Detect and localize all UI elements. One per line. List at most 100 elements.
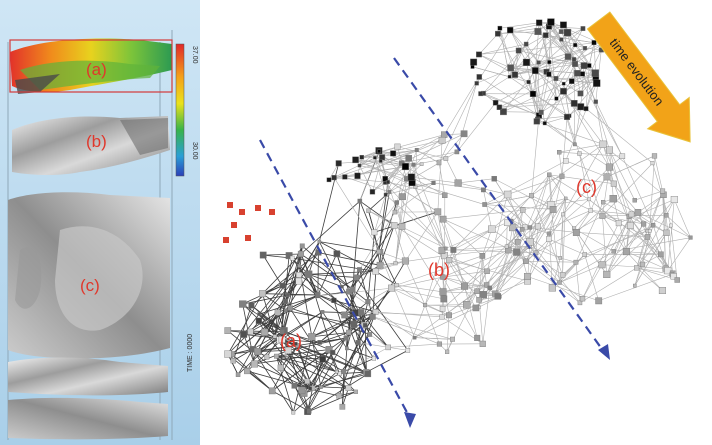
graph-edge: [312, 352, 334, 389]
graph-node: [507, 64, 515, 72]
graph-node: [376, 261, 384, 269]
graph-edge: [311, 311, 376, 338]
graph-node: [272, 334, 277, 339]
graph-edge: [544, 116, 568, 124]
graph-node: [264, 354, 270, 360]
arrowhead-icon: [598, 344, 610, 360]
graph-node: [254, 348, 262, 356]
graph-edge: [364, 325, 389, 348]
dashed-arrow: [393, 57, 605, 353]
graph-edge: [411, 177, 443, 251]
graph-edge: [563, 77, 596, 92]
graph-edge: [575, 202, 604, 263]
graph-edge: [576, 232, 585, 255]
graph-node: [394, 200, 399, 205]
graph-edge: [482, 229, 492, 256]
graph-edge: [565, 83, 597, 161]
graph-edge: [549, 61, 576, 65]
graph-edge: [606, 225, 631, 275]
graph-edge: [348, 277, 357, 333]
graph-edge: [285, 301, 324, 360]
graph-edge: [503, 83, 564, 113]
graph-node: [278, 336, 286, 343]
graph-edge: [529, 176, 563, 242]
colorbar-max-label: 37.00: [191, 46, 198, 64]
graph-node: [304, 378, 310, 385]
graph-edge: [252, 348, 294, 413]
graph-label-b: (b): [428, 260, 450, 280]
graph-edge: [366, 349, 409, 373]
graph-node: [558, 29, 564, 35]
graph-node: [306, 409, 312, 414]
graph-edge: [443, 209, 523, 220]
graph-node: [434, 208, 442, 216]
graph-node: [522, 58, 531, 66]
graph-edge: [411, 176, 459, 184]
graph-edge: [647, 236, 662, 255]
graph-node: [259, 251, 267, 259]
graph-edge: [548, 238, 563, 275]
graph-node: [377, 149, 381, 154]
graph-edge: [258, 320, 330, 350]
graph-node: [496, 104, 503, 111]
graph-node: [470, 58, 478, 66]
graph-node: [611, 249, 616, 254]
graph-edge: [548, 176, 563, 234]
graph-edge: [562, 198, 567, 215]
graph-edge: [391, 287, 450, 316]
graph-edge: [374, 157, 386, 195]
graph-node: [497, 25, 503, 31]
graph-node: [542, 32, 549, 38]
graph-node: [561, 81, 566, 86]
graph-node: [557, 280, 562, 285]
graph-node: [279, 282, 286, 289]
volume-render-canvas: 37.00 30.00 TIME : 0000 (a) (b) (c): [0, 0, 212, 445]
graph-node: [259, 290, 266, 298]
graph-edge: [438, 133, 465, 164]
graph-edge: [602, 144, 632, 215]
graph-node: [359, 154, 365, 160]
graph-node: [476, 297, 482, 303]
graph-node: [587, 197, 591, 202]
graph-node: [319, 355, 326, 363]
graph-node: [412, 335, 417, 340]
graph-edge: [396, 284, 444, 293]
graph-node: [603, 173, 611, 181]
graph-edge: [525, 43, 539, 63]
graph-edge: [448, 259, 480, 301]
graph-edge: [257, 311, 323, 352]
graph-node: [248, 302, 255, 309]
graph-edge: [567, 43, 603, 57]
graph-edge: [512, 227, 561, 259]
graph-node: [340, 284, 344, 289]
graph-edge: [453, 229, 492, 251]
graph-edge: [378, 251, 406, 262]
graph-edge: [302, 245, 353, 290]
graph-edge: [283, 307, 291, 331]
label-b: (b): [86, 132, 107, 151]
graph-node: [285, 293, 290, 298]
graph-edge: [334, 177, 388, 183]
graph-node: [559, 272, 566, 278]
graph-node: [559, 37, 564, 42]
graph-edge: [626, 223, 644, 252]
graph-edge: [359, 160, 381, 166]
graph-node: [369, 189, 376, 195]
graph-edge: [359, 269, 374, 317]
graph-edge: [382, 157, 402, 164]
graph-edge: [374, 232, 381, 266]
graph-edge: [588, 42, 595, 66]
graph-node: [293, 341, 298, 346]
graph-node: [633, 283, 637, 288]
graph-node: [476, 74, 483, 80]
graph-node: [548, 284, 557, 292]
graph-edge: [359, 200, 381, 252]
graph-edge: [598, 274, 672, 302]
graph-edge: [506, 246, 581, 304]
graph-node: [558, 256, 563, 260]
graph-edge: [550, 199, 589, 206]
graph-edge: [380, 255, 445, 266]
graph-node: [564, 113, 571, 120]
graph-node: [385, 344, 392, 351]
graph-edge: [360, 312, 389, 348]
